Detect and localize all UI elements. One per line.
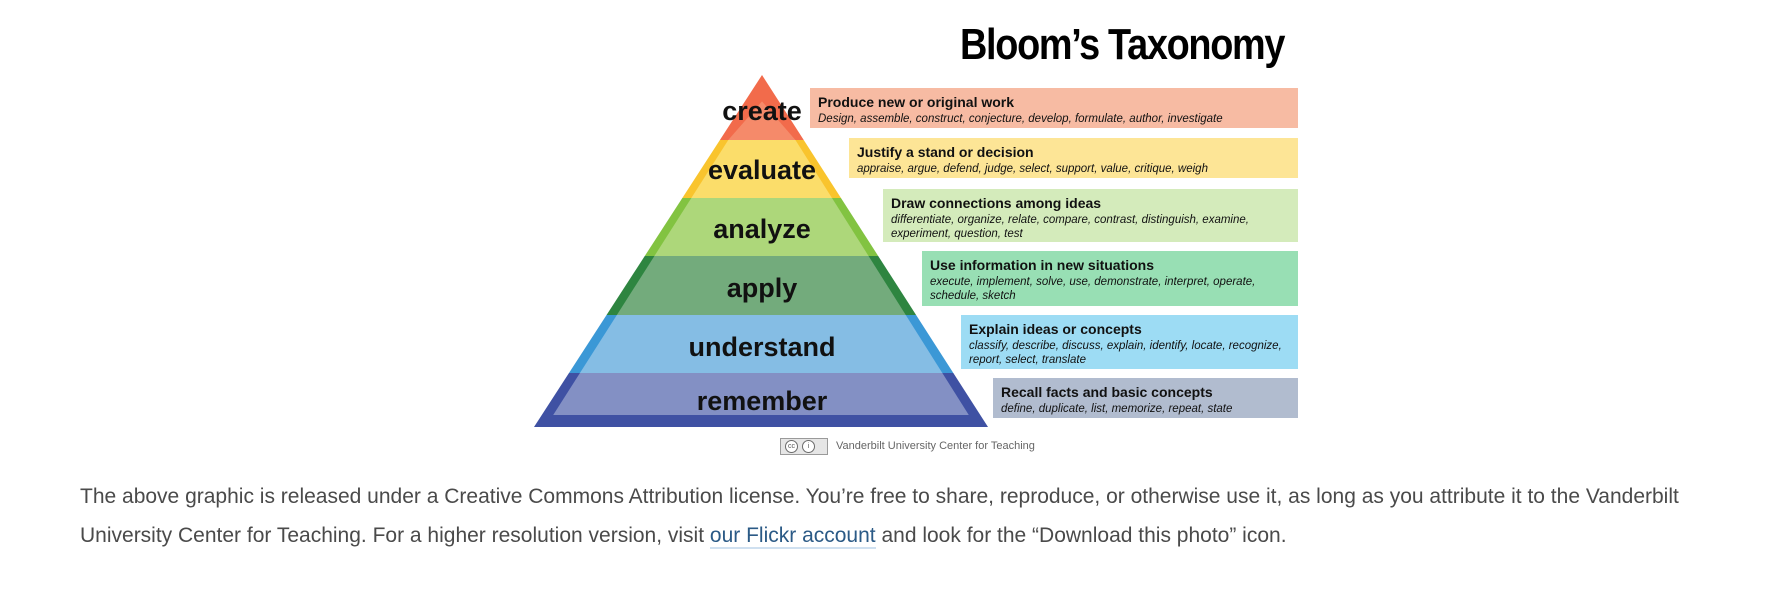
cc-license-badge: cc i [780, 437, 828, 455]
description-verbs-analyze: differentiate, organize, relate, compare… [891, 214, 1249, 240]
paragraph-text-after: and look for the “Download this photo” i… [875, 524, 1287, 547]
description-verbs-understand: classify, describe, discuss, explain, id… [969, 340, 1282, 366]
license-paragraph: The above graphic is released under a Cr… [80, 477, 1740, 555]
description-box-understand: Explain ideas or concepts classify, descr… [961, 315, 1298, 369]
description-heading-create: Produce new or original work [818, 94, 1015, 110]
description-heading-remember: Recall facts and basic concepts [1001, 384, 1213, 400]
pyramid-inner-apply [616, 256, 906, 315]
blooms-taxonomy-figure: create evaluate analyze apply understand reme… [534, 20, 1298, 456]
description-heading-analyze: Draw connections among ideas [891, 195, 1102, 211]
pyramid-inner-create [728, 101, 796, 140]
pyramid-inner-evaluate [691, 140, 832, 198]
flickr-account-link[interactable]: our Flickr account [709, 524, 876, 549]
description-box-evaluate: Justify a stand or decision appraise, arg… [849, 138, 1298, 178]
description-box-apply: Use information in new situations execute… [922, 251, 1298, 306]
description-verbs-remember: define, duplicate, list, memorize, repea… [1001, 403, 1233, 415]
description-verbs-evaluate: appraise, argue, defend, judge, select, … [857, 163, 1208, 175]
description-heading-apply: Use information in new situations [930, 257, 1155, 273]
pyramid-label-understand: understand [688, 332, 835, 362]
attribution-icon: i [802, 439, 815, 453]
description-heading-understand: Explain ideas or concepts [969, 321, 1142, 337]
description-box-create: Produce new or original work Design, asse… [810, 88, 1298, 128]
description-box-remember: Recall facts and basic concepts define, d… [993, 378, 1298, 418]
pyramid-label-evaluate: evaluate [708, 155, 816, 185]
image-credit: cc i Vanderbilt University Center for Te… [780, 436, 1035, 456]
pyramid-label-analyze: analyze [713, 214, 811, 244]
pyramid-label-apply: apply [727, 273, 798, 303]
description-verbs-create: Design, assemble, construct, conjecture,… [818, 113, 1223, 125]
pyramid-label-create: create [722, 96, 802, 126]
credit-text: Vanderbilt University Center for Teachin… [836, 440, 1035, 452]
diagram-title: Bloom’s Taxonomy [960, 20, 1285, 69]
pyramid-inner-understand [579, 315, 943, 373]
pyramid-inner-analyze [654, 198, 869, 256]
cc-icon: cc [785, 439, 798, 453]
description-verbs-apply: execute, implement, solve, use, demonstr… [930, 276, 1256, 302]
description-heading-evaluate: Justify a stand or decision [857, 144, 1034, 160]
pyramid-inner-remember [553, 373, 969, 415]
paragraph-text-before: The above graphic is released under a Cr… [80, 485, 1679, 547]
pyramid-diagram: create evaluate analyze apply understand reme… [534, 75, 988, 427]
pyramid-label-remember: remember [697, 386, 828, 416]
description-box-analyze: Draw connections among ideas differentiat… [883, 189, 1298, 242]
